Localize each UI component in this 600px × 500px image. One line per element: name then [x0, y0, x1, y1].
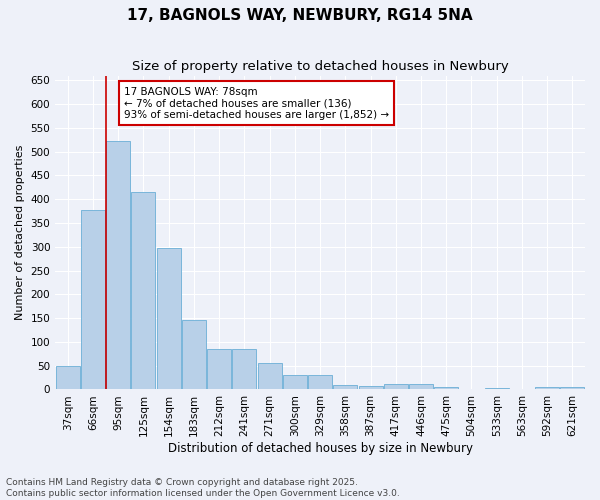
Bar [409, 384, 433, 390]
Bar [207, 349, 231, 390]
Bar [257, 364, 281, 390]
Bar [157, 248, 181, 390]
Bar [106, 141, 130, 390]
Bar [182, 320, 206, 390]
Bar [283, 375, 307, 390]
Bar [131, 192, 155, 390]
Bar [334, 384, 357, 390]
Bar [81, 210, 105, 390]
Text: Contains HM Land Registry data © Crown copyright and database right 2025.
Contai: Contains HM Land Registry data © Crown c… [6, 478, 400, 498]
Text: 17 BAGNOLS WAY: 78sqm
← 7% of detached houses are smaller (136)
93% of semi-deta: 17 BAGNOLS WAY: 78sqm ← 7% of detached h… [124, 86, 389, 120]
Bar [485, 388, 509, 390]
Bar [232, 349, 256, 390]
Bar [308, 375, 332, 390]
Bar [56, 366, 80, 390]
Title: Size of property relative to detached houses in Newbury: Size of property relative to detached ho… [132, 60, 508, 73]
Bar [434, 387, 458, 390]
Bar [560, 387, 584, 390]
Bar [535, 387, 559, 390]
X-axis label: Distribution of detached houses by size in Newbury: Distribution of detached houses by size … [167, 442, 473, 455]
Text: 17, BAGNOLS WAY, NEWBURY, RG14 5NA: 17, BAGNOLS WAY, NEWBURY, RG14 5NA [127, 8, 473, 22]
Bar [359, 386, 383, 390]
Bar [384, 384, 408, 390]
Y-axis label: Number of detached properties: Number of detached properties [15, 145, 25, 320]
